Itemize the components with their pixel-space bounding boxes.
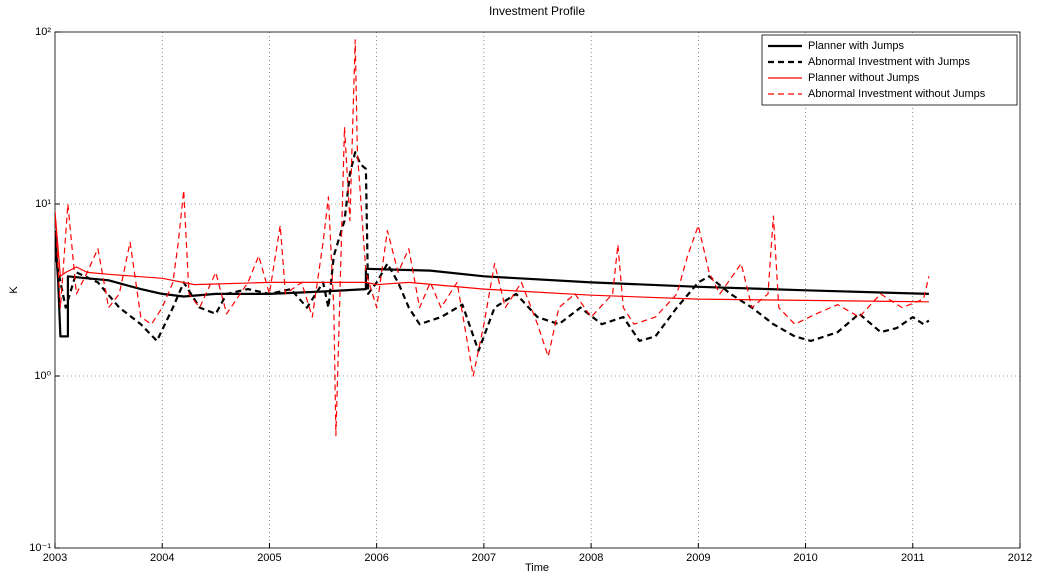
series-line: [55, 39, 930, 437]
y-tick-label: 10⁻¹: [29, 542, 51, 554]
legend-box: [761, 34, 1018, 106]
legend-label: Abnormal Investment with Jumps: [808, 56, 971, 68]
x-tick-label: 2005: [257, 552, 281, 564]
series-line: [55, 230, 929, 338]
chart-title: Investment Profile: [489, 4, 585, 18]
x-tick-label: 2003: [43, 552, 67, 564]
x-tick-label: 2012: [1008, 552, 1032, 564]
x-tick-label: 2007: [472, 552, 496, 564]
x-tick-label: 2008: [579, 552, 603, 564]
legend-label: Planner without Jumps: [808, 72, 920, 84]
legend-label: Planner with Jumps: [808, 40, 904, 52]
series-line: [55, 151, 930, 352]
x-tick-label: 2009: [686, 552, 710, 564]
x-tick-label: 2004: [150, 552, 174, 564]
y-tick-label: 10⁰: [34, 370, 51, 382]
series-line: [55, 211, 929, 303]
y-tick-label: 10²: [35, 26, 51, 38]
plot-frame: [54, 31, 1021, 549]
x-tick-label: 2010: [793, 552, 817, 564]
y-tick-label: 10¹: [35, 198, 51, 210]
legend-label: Abnormal Investment without Jumps: [808, 88, 986, 100]
y-axis-label: K: [8, 286, 20, 294]
x-tick-label: 2011: [901, 552, 925, 564]
x-axis-label: Time: [525, 562, 549, 574]
x-tick-label: 2006: [364, 552, 388, 564]
